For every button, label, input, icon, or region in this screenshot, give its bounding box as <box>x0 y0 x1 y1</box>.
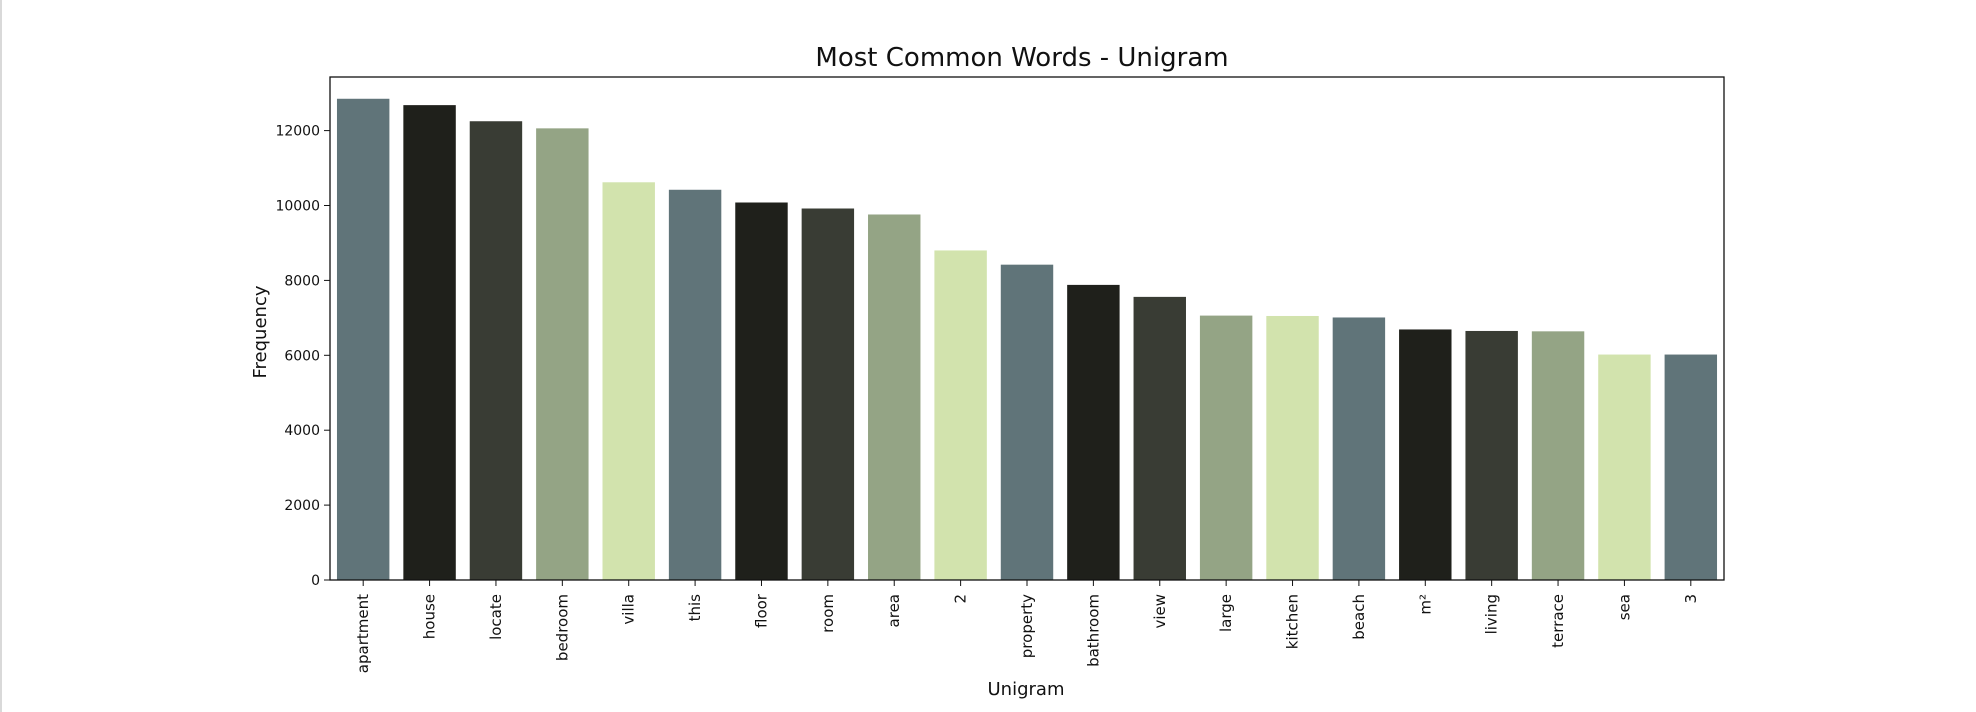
bar-20 <box>1664 354 1718 580</box>
bar-16 <box>1399 329 1452 580</box>
x-tick-label: bathroom <box>1084 594 1102 667</box>
bar-9 <box>934 250 987 580</box>
x-tick-label: floor <box>752 593 770 628</box>
bar-11 <box>1067 284 1120 580</box>
y-tick-label: 10000 <box>275 199 320 215</box>
bar-2 <box>469 121 523 581</box>
y-tick-label: 0 <box>311 573 320 589</box>
x-axis-label: Unigram <box>988 679 1065 700</box>
bars-group <box>336 98 1718 581</box>
x-tick-label: area <box>885 594 903 627</box>
bar-7 <box>801 208 855 580</box>
y-tick-label: 4000 <box>284 423 320 439</box>
x-tick-label: locate <box>487 594 505 640</box>
x-tick-label: 3 <box>1682 594 1700 604</box>
bar-10 <box>1000 264 1054 580</box>
bar-19 <box>1598 354 1651 580</box>
bar-13 <box>1199 315 1253 580</box>
bar-17 <box>1465 330 1518 580</box>
x-tick-label: sea <box>1615 594 1633 620</box>
x-tick-label: view <box>1151 594 1169 629</box>
bar-4 <box>602 182 655 580</box>
x-axis-ticks: apartment house locate bedroom villa this floo… <box>354 580 1700 673</box>
y-tick-label: 12000 <box>275 124 320 140</box>
bar-0 <box>336 98 390 581</box>
x-tick-label: beach <box>1350 594 1368 640</box>
bar-8 <box>868 214 921 581</box>
x-tick-label: m² <box>1416 594 1434 615</box>
plot-frame <box>329 76 1725 581</box>
x-tick-label: house <box>421 594 439 639</box>
x-tick-label: room <box>819 594 837 633</box>
bar-18 <box>1531 331 1585 580</box>
chart-title: Most Common Words - Unigram <box>815 43 1228 73</box>
left-border <box>0 0 2 712</box>
x-tick-label: terrace <box>1549 594 1567 648</box>
y-axis-label: Frequency <box>250 285 271 378</box>
x-tick-label: 2 <box>952 594 970 604</box>
x-tick-label: villa <box>620 594 638 625</box>
bar-6 <box>735 202 788 580</box>
x-tick-label: property <box>1018 594 1036 658</box>
x-tick-label: large <box>1217 594 1235 632</box>
bar-5 <box>668 189 722 580</box>
bar-3 <box>536 128 589 580</box>
x-tick-label: bedroom <box>553 594 571 661</box>
x-tick-label: this <box>686 594 704 622</box>
bar-12 <box>1133 296 1186 580</box>
bar-1 <box>403 105 456 580</box>
y-axis-ticks: 0 2000 4000 6000 8000 10000 12000 <box>275 124 330 589</box>
x-tick-label: kitchen <box>1284 594 1302 649</box>
bar-14 <box>1266 315 1319 580</box>
x-tick-label: living <box>1483 594 1501 634</box>
y-tick-label: 6000 <box>284 348 320 364</box>
y-tick-label: 2000 <box>284 498 320 514</box>
x-tick-label: apartment <box>354 594 372 673</box>
bar-15 <box>1332 317 1386 580</box>
y-tick-label: 8000 <box>284 273 320 289</box>
